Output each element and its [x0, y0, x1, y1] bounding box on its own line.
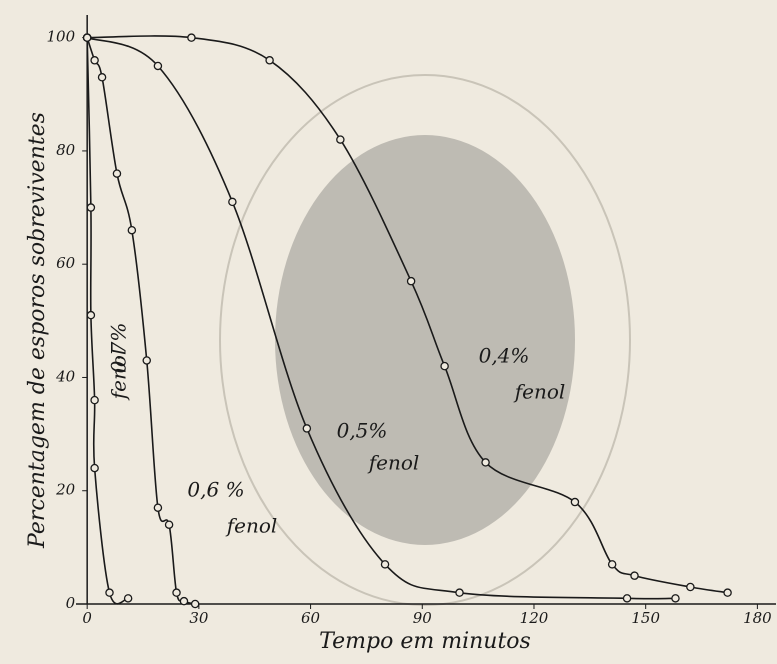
- y-axis-title: Percentagem de esporos sobreviventes: [25, 112, 50, 549]
- x-tick-label: 30: [189, 609, 209, 627]
- data-point: [113, 170, 120, 177]
- y-tick-label: 80: [56, 141, 76, 159]
- series-label: fenol: [225, 514, 278, 538]
- data-point: [609, 561, 616, 568]
- data-point: [482, 459, 489, 466]
- data-point: [143, 357, 150, 364]
- series-line: [87, 38, 195, 604]
- data-point: [303, 425, 310, 432]
- series-label: 0,5%: [337, 419, 388, 443]
- series-label: 0,4%: [479, 344, 530, 368]
- data-point: [571, 498, 578, 505]
- data-point: [266, 57, 273, 64]
- data-point: [154, 504, 161, 511]
- page: {"chart_data": {"type": "line", "y_label…: [0, 0, 777, 664]
- x-tick-label: 180: [743, 609, 772, 627]
- x-axis-title: Tempo em minutos: [319, 629, 531, 654]
- data-point: [623, 595, 630, 602]
- data-point: [687, 583, 694, 590]
- data-point: [456, 589, 463, 596]
- y-tick-label: 60: [56, 254, 76, 272]
- data-point: [188, 34, 195, 41]
- series-label: fenol: [107, 349, 131, 402]
- data-point: [87, 204, 94, 211]
- x-tick-label: 150: [631, 609, 660, 627]
- chart: Percentagem de esporos sobreviventes Tem…: [0, 0, 777, 664]
- data-point: [91, 464, 98, 471]
- data-point: [128, 227, 135, 234]
- data-point: [229, 198, 236, 205]
- data-point: [441, 363, 448, 370]
- x-tick-label: 0: [82, 609, 92, 627]
- data-point: [154, 62, 161, 69]
- data-point: [173, 589, 180, 596]
- data-point: [125, 595, 132, 602]
- data-point: [192, 600, 199, 607]
- data-point: [98, 74, 105, 81]
- y-tick-label: 40: [55, 367, 76, 385]
- data-point: [180, 598, 187, 605]
- series-label: fenol: [513, 380, 566, 404]
- x-tick-label: 60: [301, 609, 321, 627]
- data-point: [724, 589, 731, 596]
- data-point: [337, 136, 344, 143]
- data-point: [408, 278, 415, 285]
- y-tick-label: 20: [55, 481, 76, 499]
- data-point: [87, 312, 94, 319]
- data-point: [631, 572, 638, 579]
- data-point: [165, 521, 172, 528]
- series-line: [87, 38, 128, 604]
- y-tick-label: 100: [47, 28, 76, 46]
- data-point: [91, 57, 98, 64]
- data-point: [381, 561, 388, 568]
- series-label: 0,6 %: [187, 478, 244, 502]
- series-label: fenol: [367, 451, 420, 475]
- data-point: [672, 595, 679, 602]
- x-tick-label: 120: [520, 609, 549, 627]
- y-tick-label: 0: [66, 594, 76, 612]
- data-point: [91, 397, 98, 404]
- data-point: [84, 34, 91, 41]
- data-point: [106, 589, 113, 596]
- x-tick-label: 90: [413, 609, 433, 627]
